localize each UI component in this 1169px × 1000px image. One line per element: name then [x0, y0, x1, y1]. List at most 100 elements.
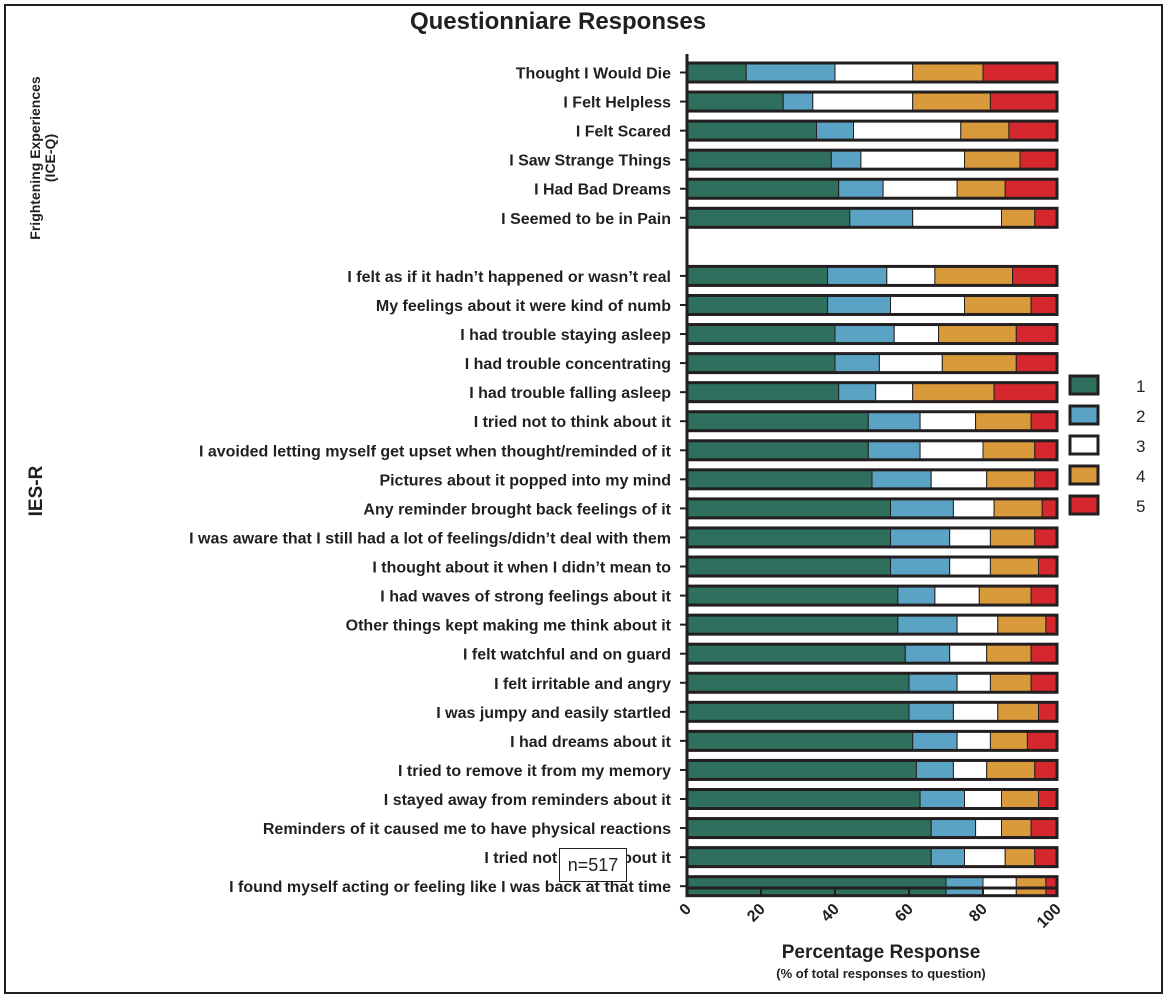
bar-segment-1 [686, 556, 891, 577]
bar-segment-3 [952, 498, 995, 519]
group-labels: Frightening Experiences(ICE-Q) IES-R [26, 76, 58, 516]
bar-segment-2 [867, 440, 921, 461]
bar-segment-5 [982, 62, 1058, 83]
bar-segment-5 [1008, 120, 1058, 141]
category-label: I was jumpy and easily startled [436, 705, 671, 722]
bar-segment-2 [915, 759, 954, 780]
category-label: I Saw Strange Things [509, 153, 671, 170]
bar-segment-3 [875, 382, 914, 403]
bar-segment-2 [908, 672, 958, 693]
legend-swatch-4 [1068, 464, 1100, 486]
category-label: I stayed away from reminders about it [384, 792, 672, 809]
legend-label-2: 2 [1136, 407, 1145, 426]
legend-label-1: 1 [1136, 377, 1145, 396]
category-labels: Thought I Would Die I Felt Helpless I Felt… [189, 66, 687, 896]
bar-segment-1 [686, 701, 910, 722]
bar-segment-4 [986, 469, 1036, 490]
bar-segment-3 [949, 527, 991, 548]
bar-segment-5 [1041, 498, 1058, 519]
bar-segment-2 [871, 469, 932, 490]
bar-segment-4 [934, 265, 1014, 286]
bar-segment-3 [964, 847, 1006, 868]
bar-segment-3 [919, 440, 984, 461]
bar-segment-1 [686, 91, 784, 112]
bar-segment-5 [1004, 178, 1058, 199]
x-tick-label: 40 [818, 901, 843, 926]
chart-title: Questionniare Responses [410, 8, 706, 35]
sample-size-annotation: n=517 [559, 848, 627, 882]
bar-segment-4 [1015, 876, 1047, 897]
category-label: I found myself acting or feeling like I … [229, 879, 671, 896]
bar-segment-4 [912, 382, 995, 403]
bar-segment-4 [1001, 818, 1032, 839]
bar-segment-3 [878, 353, 943, 374]
category-label: Pictures about it popped into my mind [379, 472, 671, 489]
bar-segment-5 [1034, 847, 1058, 868]
bar-segment-2 [745, 62, 836, 83]
bar-segment-2 [897, 585, 936, 606]
bar-segment-1 [686, 469, 873, 490]
bar-segment-2 [945, 876, 984, 897]
category-label: I had trouble staying asleep [460, 327, 671, 344]
bar-segment-4 [956, 178, 1006, 199]
bar-segment-2 [912, 730, 958, 751]
bar-segment-1 [686, 614, 899, 635]
bar-segment-3 [893, 324, 940, 345]
category-label: I avoided letting myself get upset when … [199, 443, 672, 460]
bar-segment-1 [686, 353, 836, 374]
bar-segment-5 [1030, 818, 1058, 839]
bar-segment-5 [1030, 411, 1058, 432]
bar-segment-1 [686, 178, 840, 199]
bar-segment-1 [686, 876, 947, 897]
bar-segment-3 [982, 876, 1017, 897]
bar-segment-3 [890, 294, 965, 315]
bar-segment-3 [860, 149, 966, 170]
bar-segment-2 [930, 818, 977, 839]
bar-segment-1 [686, 265, 829, 286]
bar-segment-4 [964, 294, 1032, 315]
category-label: Thought I Would Die [516, 66, 671, 83]
bar-segment-4 [986, 643, 1032, 664]
bar-segment-4 [989, 730, 1028, 751]
bar-segment-1 [686, 207, 851, 228]
legend-swatch-1 [1068, 374, 1100, 396]
bar-segment-3 [912, 207, 1003, 228]
bar-segment-1 [686, 730, 914, 751]
bar-segment-3 [919, 411, 977, 432]
bar-segment-4 [997, 614, 1047, 635]
bar-segment-3 [956, 672, 991, 693]
category-label: I tried to remove it from my memory [398, 763, 671, 780]
bar-segment-5 [1034, 207, 1058, 228]
bar-segment-5 [1030, 294, 1058, 315]
group-label-iesr: IES-R [26, 465, 47, 516]
bar-segment-4 [982, 440, 1036, 461]
bar-segment-5 [1019, 149, 1058, 170]
x-tick-label: 80 [966, 901, 991, 926]
bar-segment-4 [1001, 789, 1039, 809]
bar-segment-4 [989, 672, 1032, 693]
bars-layer [685, 61, 1059, 898]
bar-segment-5 [1030, 585, 1058, 606]
bar-segment-2 [904, 643, 951, 664]
bar-segment-2 [830, 149, 862, 170]
bar-segment-5 [1015, 353, 1058, 374]
bar-segment-1 [686, 149, 832, 170]
legend-label-3: 3 [1136, 437, 1145, 456]
bar-segment-5 [1038, 789, 1058, 809]
category-label: I thought about it when I didn’t mean to [372, 560, 671, 577]
category-label: I tried not to think about it [474, 414, 672, 431]
bar-segment-2 [890, 527, 951, 548]
bar-segment-5 [1034, 527, 1058, 548]
category-label: I felt irritable and angry [494, 676, 671, 693]
bar-segment-1 [686, 672, 910, 693]
bar-segment-3 [882, 178, 958, 199]
bar-segment-2 [867, 411, 921, 432]
category-label: Reminders of it caused me to have physic… [263, 821, 671, 838]
bar-segment-5 [1030, 643, 1058, 664]
bar-segment-3 [930, 469, 988, 490]
category-label: I had trouble concentrating [465, 356, 671, 373]
category-label: I had trouble falling asleep [469, 385, 671, 402]
bar-segment-2 [782, 91, 814, 112]
category-label: I had waves of strong feelings about it [380, 589, 671, 606]
bar-segment-1 [686, 847, 932, 868]
